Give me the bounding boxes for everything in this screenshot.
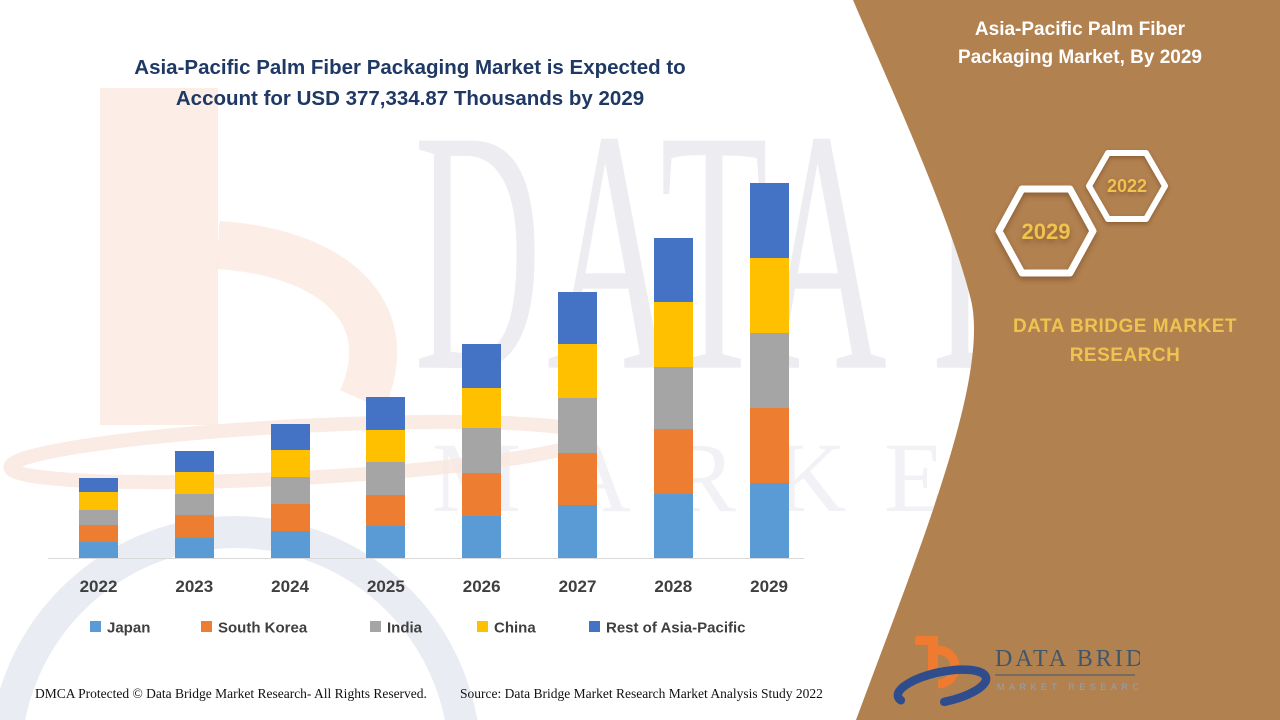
- legend-swatch-china: [477, 620, 488, 632]
- legend-item-china: China: [477, 619, 536, 639]
- bar-segment-2028-south-korea: [653, 429, 693, 494]
- bar-segment-2029-rest-of-asia-pacific: [749, 183, 789, 258]
- side-panel-title-line2: Packaging Market, By 2029: [958, 47, 1202, 68]
- bar-segment-2027-china: [558, 344, 597, 399]
- hexagon-2029-label: 2029: [1022, 219, 1071, 244]
- logo-wordmark: DATA BRIDGE: [995, 646, 1140, 672]
- x-axis-label-2027: 2027: [558, 577, 597, 596]
- bar-segment-2028-rest-of-asia-pacific: [653, 237, 693, 302]
- bar-segment-2027-rest-of-asia-pacific: [558, 292, 597, 345]
- page-title: Asia-Pacific Palm Fiber Packaging Market…: [30, 52, 790, 114]
- bar-segment-2023-india: [174, 494, 214, 516]
- bar-segment-2028-india: [653, 366, 693, 429]
- bar-segment-2029-india: [749, 332, 789, 408]
- legend-label-rest-of-asia-pacific: Rest of Asia-Pacific: [606, 619, 746, 637]
- year-hexagons: 2022 2029: [995, 150, 1168, 277]
- brand-name-line1: DATA BRIDGE MARKET: [1013, 316, 1237, 337]
- bar-segment-2022-china: [79, 492, 118, 510]
- brand-name-text: DATA BRIDGE MARKET RESEARCH: [990, 312, 1260, 370]
- hexagon-2022: 2022: [1086, 150, 1168, 222]
- side-panel-title: Asia-Pacific Palm Fiber Packaging Market…: [930, 16, 1230, 72]
- legend-swatch-rest-of-asia-pacific: [589, 620, 600, 632]
- bar-segment-2026-rest-of-asia-pacific: [462, 343, 502, 388]
- legend-item-rest-of-asia-pacific: Rest of Asia-Pacific: [589, 619, 746, 639]
- legend-label-china: China: [494, 619, 536, 637]
- brand-name-line2: RESEARCH: [1069, 345, 1181, 366]
- footer-source-text: Source: Data Bridge Market Research Mark…: [460, 686, 823, 701]
- page-title-line1: Asia-Pacific Palm Fiber Packaging Market…: [134, 56, 686, 79]
- logo-tagline: MARKET RESEARCH: [997, 682, 1140, 692]
- footer-dmca-text: DMCA Protected © Data Bridge Market Rese…: [35, 686, 427, 701]
- bar-segment-2028-japan: [653, 493, 693, 558]
- bar-segment-2029-china: [749, 257, 789, 333]
- bar-segment-2029-japan: [749, 482, 789, 558]
- x-axis-label-2028: 2028: [654, 577, 693, 596]
- x-axis-label-2029: 2029: [750, 577, 788, 596]
- page-title-line2: Account for USD 377,334.87 Thousands by …: [175, 87, 645, 110]
- bar-segment-2028-china: [653, 301, 693, 367]
- company-logo: DATA BRIDGE MARKET RESEARCH: [893, 636, 1140, 709]
- bar-segment-2027-japan: [558, 505, 597, 558]
- bar-segment-2029-south-korea: [749, 407, 789, 483]
- side-panel-title-line1: Asia-Pacific Palm Fiber: [974, 19, 1186, 40]
- hexagon-2029: 2029: [995, 185, 1097, 277]
- hexagon-2022-label: 2022: [1107, 176, 1147, 196]
- side-panel-shape: [853, 0, 1280, 720]
- logo-emblem: [893, 636, 991, 709]
